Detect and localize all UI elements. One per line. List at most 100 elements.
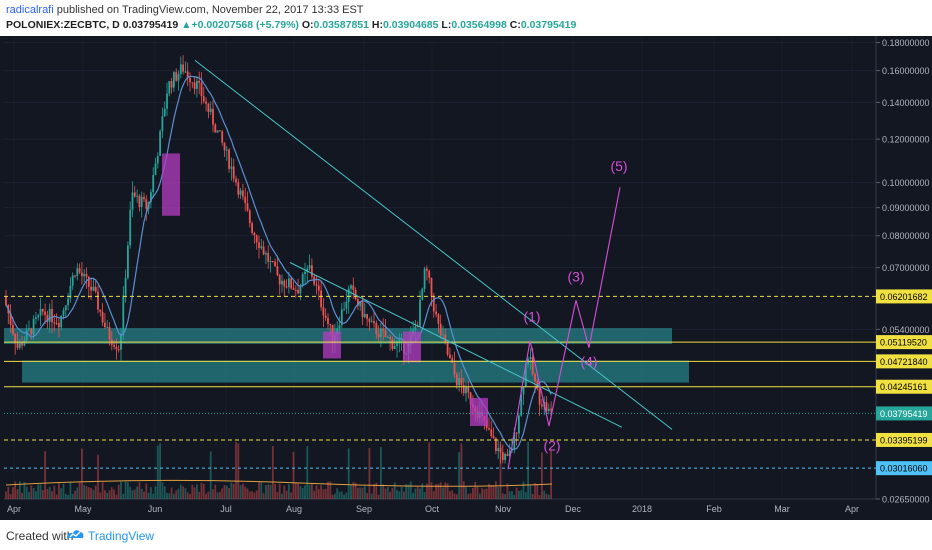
- volume-bar-106: [248, 491, 251, 499]
- volume-bar-164: [382, 484, 385, 499]
- highlight-box-1: [323, 331, 341, 359]
- candle-body-179: [416, 326, 419, 328]
- candle-body-200: [465, 386, 467, 394]
- candle-body-78: [184, 71, 187, 73]
- volume-bar-44: [106, 492, 109, 499]
- candle-body-43: [104, 322, 106, 328]
- chart-footer: Created with TradingView: [0, 520, 932, 550]
- candle-body-108: [253, 232, 256, 236]
- author-link[interactable]: radicalrafi: [6, 4, 54, 16]
- volume-bar-36: [87, 487, 90, 499]
- candle-body-193: [449, 354, 451, 359]
- candle-body-235: [545, 401, 548, 412]
- chart-area[interactable]: 0.18000000 0.16000000 0.14000000 0.12000000…: [0, 36, 932, 520]
- candle-body-123: [288, 278, 290, 288]
- volume-bar-143: [334, 493, 336, 499]
- volume-bar-29: [71, 493, 74, 499]
- volume-bar-57: [136, 486, 138, 499]
- volume-bar-101: [237, 443, 240, 499]
- candle-body-56: [133, 192, 136, 197]
- volume-bar-214: [497, 486, 500, 499]
- candle-body-111: [260, 246, 263, 249]
- candle-body-26: [64, 305, 67, 311]
- price-tick-label-3: 0.12000000: [882, 135, 930, 145]
- volume-bar-232: [538, 494, 541, 499]
- candle-body-106: [248, 210, 251, 224]
- volume-bar-28: [69, 481, 72, 499]
- trendline-upper: [194, 59, 673, 430]
- volume-bar-9: [25, 486, 28, 499]
- level-label-bg-0: [876, 289, 932, 304]
- volume-bar-139: [324, 488, 327, 499]
- volume-bar-108: [253, 492, 256, 499]
- volume-bar-171: [398, 491, 401, 499]
- volume-bar-159: [370, 493, 373, 499]
- volume-bar-67: [159, 443, 161, 499]
- volume-bar-77: [182, 486, 184, 499]
- volume-bar-170: [396, 489, 398, 499]
- volume-bar-210: [488, 483, 490, 499]
- volume-bar-163: [380, 446, 382, 499]
- volume-bar-70: [166, 492, 168, 499]
- volume-bar-197: [458, 452, 460, 499]
- volume-ma-line: [5, 479, 553, 487]
- candle-body-190: [442, 334, 444, 336]
- volume-bar-154: [359, 487, 362, 499]
- volume-bar-71: [168, 493, 171, 499]
- candle-body-4: [14, 333, 17, 344]
- time-tick-label-7: Nov: [495, 504, 512, 514]
- candle-body-57: [136, 195, 138, 197]
- candle-body-148: [345, 301, 348, 309]
- low-label: L:: [441, 19, 452, 31]
- volume-bar-86: [202, 483, 205, 499]
- volume-bar-63: [150, 487, 152, 499]
- candle-body-98: [230, 166, 233, 169]
- volume-bar-1: [7, 486, 10, 499]
- candle-body-169: [393, 345, 396, 349]
- candle-body-29: [71, 275, 74, 286]
- candle-body-45: [108, 326, 111, 340]
- candle-body-178: [414, 326, 417, 330]
- candle-body-216: [501, 452, 504, 461]
- level-label-bg-2: [876, 354, 932, 369]
- volume-bar-21: [53, 485, 56, 499]
- open-label: O:: [301, 19, 314, 31]
- candle-body-6: [18, 342, 21, 348]
- candle-body-129: [301, 274, 304, 286]
- volume-bar-27: [67, 494, 69, 499]
- volume-bar-234: [543, 490, 546, 499]
- volume-bar-218: [506, 483, 509, 499]
- symbol-ohlc-line: POLONIEX:ZECBTC, D 0.03795419 ▲+0.002075…: [6, 19, 576, 31]
- volume-bar-185: [430, 482, 433, 499]
- volume-bar-129: [301, 487, 304, 499]
- candle-body-159: [370, 321, 373, 323]
- candle-body-139: [324, 315, 327, 318]
- candle-body-225: [522, 386, 525, 395]
- volume-bar-202: [469, 493, 472, 499]
- volume-bar-64: [152, 493, 155, 499]
- volume-bar-20: [51, 491, 53, 499]
- volume-bar-148: [345, 492, 348, 499]
- volume-bar-37: [90, 487, 92, 499]
- volume-bar-50: [120, 481, 122, 499]
- candle-body-65: [154, 163, 157, 176]
- volume-bar-45: [108, 490, 111, 499]
- level-label-2: 0.04721840: [880, 357, 928, 367]
- volume-bar-6: [18, 481, 21, 499]
- candle-body-211: [490, 429, 493, 437]
- volume-bar-128: [299, 486, 302, 499]
- candle-body-28: [69, 285, 72, 299]
- candle-body-219: [508, 450, 511, 456]
- volume-bar-118: [276, 492, 279, 499]
- volume-bar-105: [246, 488, 249, 499]
- volume-bar-41: [99, 492, 102, 499]
- candle-body-226: [524, 364, 527, 387]
- volume-bar-198: [460, 443, 463, 499]
- price-chart[interactable]: 0.18000000 0.16000000 0.14000000 0.12000000…: [0, 36, 932, 520]
- volume-bar-205: [476, 486, 479, 499]
- tradingview-brand[interactable]: TradingView: [88, 529, 155, 543]
- candle-body-96: [225, 149, 228, 151]
- candle-body-10: [28, 328, 30, 330]
- level-label-0: 0.06201682: [880, 292, 928, 302]
- volume-bar-69: [163, 486, 166, 499]
